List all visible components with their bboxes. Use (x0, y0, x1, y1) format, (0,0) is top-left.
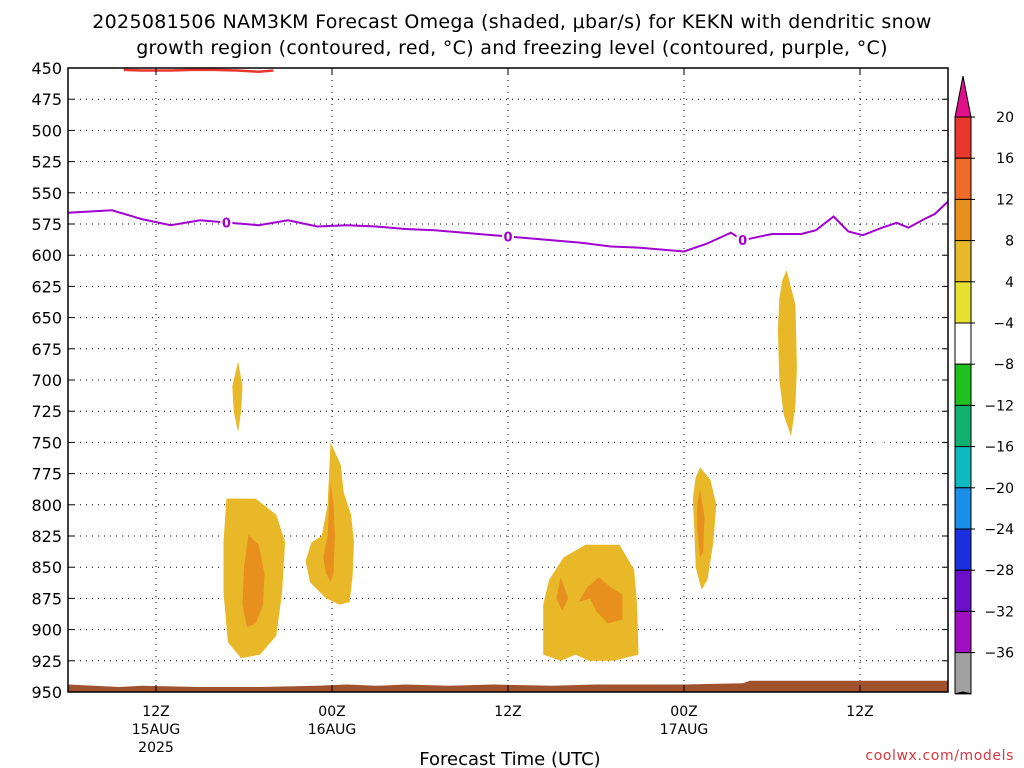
colorbar-tick-label: 20 (996, 110, 1014, 126)
colorbar-tick-label: −8 (993, 357, 1014, 373)
y-tick-label: 725 (31, 402, 62, 421)
omega-area-9 (697, 489, 705, 558)
colorbar-tick-label: 8 (1005, 234, 1014, 250)
y-tick-label: 650 (31, 309, 62, 328)
omega-area-7 (578, 577, 623, 624)
y-tick-label: 800 (31, 496, 62, 515)
colorbar-swatch-2 (954, 198, 972, 242)
colorbar-swatch-0 (954, 116, 972, 159)
y-tick-label: 475 (31, 90, 62, 109)
freezing-level-label: 0 (738, 234, 747, 249)
omega-area-13 (879, 491, 884, 519)
colorbar-swatch-9 (954, 487, 972, 530)
omega-area-14 (882, 624, 903, 653)
freezing-label-bg-2 (736, 233, 749, 248)
colorbar: 20 16 12 8 4 −4 −8 −12 −16 −20 −24 −28 −32 −36 (954, 75, 1014, 695)
y-tick-label: 600 (31, 246, 62, 265)
y-tick-label: 850 (31, 558, 62, 577)
omega-area-2 (242, 534, 265, 628)
y-tick-label: 450 (31, 59, 62, 78)
colorbar-swatch-5 (954, 322, 972, 365)
credit-text[interactable]: coolwx.com/models (865, 748, 1014, 764)
freezing-level-label: 0 (503, 230, 512, 245)
colorbar-tick-label: 12 (996, 192, 1014, 208)
omega-area-10 (777, 270, 797, 437)
colorbar-swatch-12 (954, 610, 972, 654)
y-tick-label: 675 (31, 340, 62, 359)
y-tick-label: 625 (31, 277, 62, 296)
chart-title-line-1: 2025081506 NAM3KM Forecast Omega (shaded… (92, 11, 931, 33)
colorbar-tick-label: −36 (984, 646, 1014, 662)
x-tick-label: 12Z (142, 704, 169, 720)
y-tick-label: 550 (31, 184, 62, 203)
colorbar-tick-label: −12 (984, 398, 1014, 414)
x-axis-label: Forecast Time (UTC) (419, 749, 600, 768)
x-tick-label: 15AUG (132, 722, 181, 738)
y-tick-label: 775 (31, 465, 62, 484)
freezing-level-label: 0 (222, 217, 231, 232)
colorbar-tick-label: −24 (984, 522, 1014, 538)
colorbar-swatch-10 (954, 528, 972, 571)
y-tick-label: 700 (31, 371, 62, 390)
x-tick-label: 17AUG (660, 722, 709, 738)
colorbar-bottom-arrow (954, 691, 972, 695)
colorbar-swatch-6 (954, 363, 972, 406)
omega-area-0 (232, 361, 243, 433)
colorbar-swatch-4 (954, 281, 972, 324)
colorbar-swatch-7 (954, 404, 972, 448)
omega-area-4 (323, 482, 335, 583)
y-tick-label: 500 (31, 121, 62, 140)
chart-title-line-2: growth region (contoured, red, °C) and f… (136, 37, 888, 59)
y-tick-label: 900 (31, 621, 62, 640)
colorbar-tick-label: 16 (996, 151, 1014, 167)
x-tick-label: 12Z (494, 704, 521, 720)
dgz-contour (123, 68, 274, 73)
freezing-label-bg-0 (220, 215, 233, 230)
colorbar-top-arrow (954, 75, 972, 118)
x-tick-label: 00Z (318, 704, 345, 720)
colorbar-tick-label: −20 (984, 481, 1014, 497)
y-tick-label: 525 (31, 153, 62, 172)
colorbar-swatch-1 (954, 157, 972, 200)
y-tick-label: 825 (31, 527, 62, 546)
y-tick-label: 875 (31, 589, 62, 608)
x-axis: 12Z 15AUG 2025 00Z 16AUG 12Z 00Z 17AUG 12Z (132, 68, 874, 756)
omega-area-12 (877, 407, 885, 478)
omega-area-5 (543, 544, 639, 661)
y-tick-label: 575 (31, 215, 62, 234)
x-tick-label: 16AUG (308, 722, 357, 738)
colorbar-tick-label: 4 (1005, 275, 1014, 291)
colorbar-swatch-8 (954, 446, 972, 489)
colorbar-swatch-11 (954, 569, 972, 612)
colorbar-tick-label: −16 (984, 440, 1014, 456)
y-tick-label: 925 (31, 652, 62, 671)
omega-area-6 (556, 577, 569, 611)
freezing-label-bg-1 (502, 229, 514, 244)
colorbar-tick-label: −4 (993, 316, 1014, 332)
colorbar-tick-label: −32 (984, 604, 1014, 620)
colorbar-tick-label: −28 (984, 563, 1014, 579)
plot-area: 0 0 0 (67, 67, 949, 693)
x-tick-label: 00Z (670, 704, 697, 720)
colorbar-swatch-13 (954, 652, 972, 695)
omega-area-11 (667, 585, 676, 640)
y-tick-label: 750 (31, 433, 62, 452)
y-tick-label: 950 (31, 683, 62, 702)
x-tick-label: 2025 (138, 740, 174, 756)
colorbar-swatch-3 (954, 240, 972, 283)
x-tick-label: 12Z (846, 704, 873, 720)
freezing-level-line (67, 200, 949, 253)
y-axis: 450 475 500 525 550 575 600 625 650 675 700 725 750 7… (31, 59, 948, 702)
